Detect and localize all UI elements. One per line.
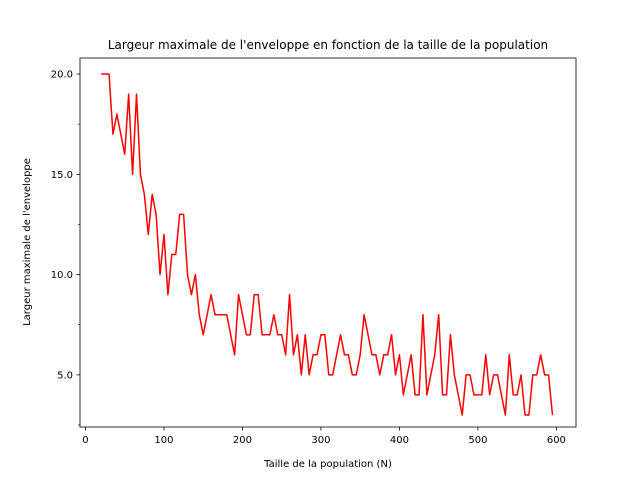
y-axis-label: Largeur maximale de l'enveloppe xyxy=(22,158,33,326)
x-tick-label: 100 xyxy=(154,435,173,446)
series-line-0 xyxy=(101,73,554,416)
y-axis: 5.0 10.0 15.0 20.0 xyxy=(51,70,80,426)
x-tick-label: 200 xyxy=(233,435,252,446)
x-tick-label: 300 xyxy=(311,435,330,446)
y-tick-label: 5.0 xyxy=(57,370,73,381)
y-tick-label: 20.0 xyxy=(51,70,73,81)
x-tick-label: 400 xyxy=(390,435,409,446)
x-axis: 0 100 200 300 400 500 600 xyxy=(82,427,566,446)
y-tick-label: 10.0 xyxy=(51,270,73,281)
chart-title: Largeur maximale de l'enveloppe en fonct… xyxy=(108,38,548,52)
x-tick-label: 0 xyxy=(82,435,88,446)
x-axis-label: Taille de la population (N) xyxy=(263,459,392,470)
x-tick-label: 500 xyxy=(468,435,487,446)
plot-frame xyxy=(79,57,577,428)
plot-area xyxy=(101,73,554,416)
y-tick-label: 15.0 xyxy=(51,170,73,181)
x-tick-label: 600 xyxy=(547,435,566,446)
